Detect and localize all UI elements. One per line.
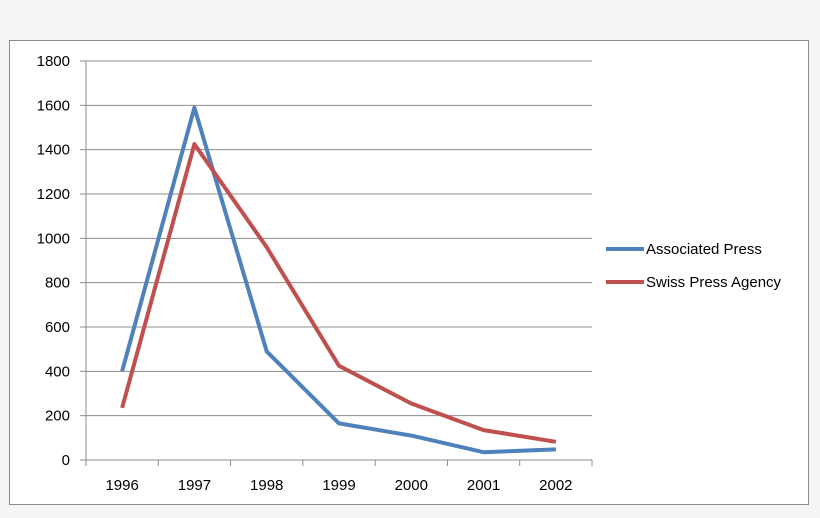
chart-frame <box>9 40 809 505</box>
y-axis-tick-label: 600 <box>45 319 70 336</box>
x-axis-tick-label: 2002 <box>539 477 572 494</box>
x-axis-tick-label: 2000 <box>395 477 428 494</box>
series-line-associated-press <box>120 105 556 455</box>
y-axis-tick-label: 1000 <box>37 230 70 247</box>
y-axis-tick-label: 200 <box>45 408 70 425</box>
y-axis-tick-label: 400 <box>45 363 70 380</box>
y-axis-tick-label: 1800 <box>37 53 70 70</box>
x-axis-tick-label: 2001 <box>467 477 500 494</box>
x-axis-tick-label: 1996 <box>105 477 138 494</box>
series-lines <box>120 105 557 455</box>
x-axis-tick-label: 1998 <box>250 477 283 494</box>
y-axis-tick-label: 1600 <box>37 97 70 114</box>
x-axis-tick-labels: 1996 1997 1998 1999 2000 2001 2002 <box>105 477 572 494</box>
y-axis-tick-label: 800 <box>45 275 70 292</box>
y-axis-tick-label: 1200 <box>37 186 70 203</box>
y-axis-tick-label: 0 <box>62 452 70 469</box>
legend: Associated Press Swiss Press Agency <box>606 241 782 291</box>
legend-label: Swiss Press Agency <box>646 274 782 291</box>
series-line-swiss-press-agency <box>120 142 557 444</box>
x-axis-tick-label: 1997 <box>178 477 211 494</box>
y-axis-tick-labels: 0 200 400 600 800 1000 1200 1400 1600 1800 <box>37 53 70 469</box>
y-axis-tick-label: 1400 <box>37 142 70 159</box>
axes <box>80 60 593 466</box>
legend-label: Associated Press <box>646 241 762 258</box>
gridlines <box>86 60 592 417</box>
x-axis-tick-label: 1999 <box>322 477 355 494</box>
